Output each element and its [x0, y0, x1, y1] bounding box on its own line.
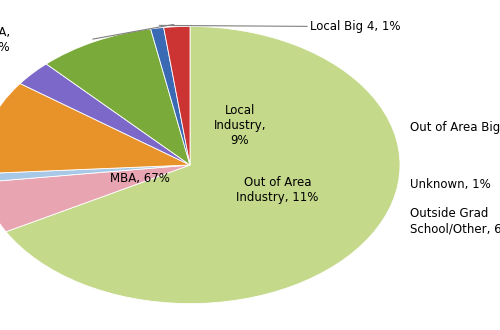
Text: Unknown, 1%: Unknown, 1%	[410, 178, 491, 191]
Wedge shape	[150, 27, 190, 165]
Wedge shape	[0, 83, 190, 174]
Text: Outside Grad
School/Other, 6%: Outside Grad School/Other, 6%	[410, 207, 500, 235]
Text: MBA, 67%: MBA, 67%	[110, 172, 170, 185]
Text: Local Regional CPA,
2%: Local Regional CPA, 2%	[0, 26, 10, 53]
Text: Local
Industry,
9%: Local Industry, 9%	[214, 104, 266, 147]
Text: Out of Area Big 4, 3%: Out of Area Big 4, 3%	[410, 120, 500, 134]
Wedge shape	[164, 26, 190, 165]
Wedge shape	[46, 29, 190, 165]
Wedge shape	[6, 26, 400, 304]
Wedge shape	[0, 165, 190, 182]
Wedge shape	[0, 165, 190, 232]
Text: Out of Area
Industry, 11%: Out of Area Industry, 11%	[236, 176, 318, 204]
Wedge shape	[20, 64, 190, 165]
Text: Local Big 4, 1%: Local Big 4, 1%	[310, 20, 400, 33]
